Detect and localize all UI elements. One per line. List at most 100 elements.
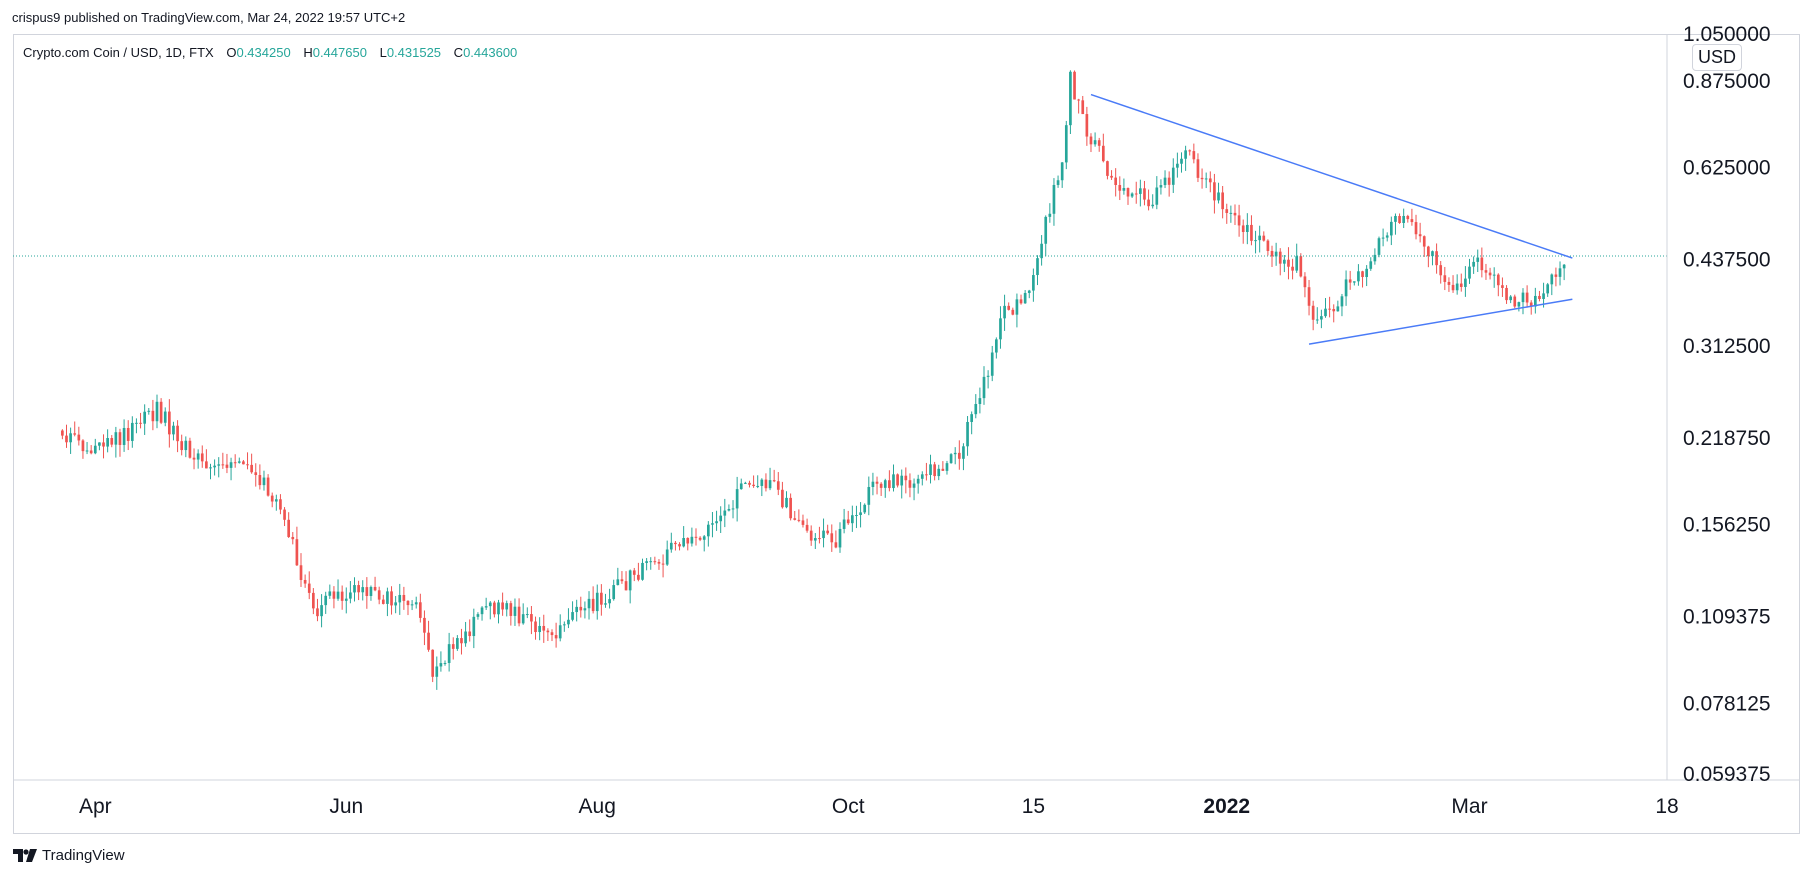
price-tick-label: 0.078125 (1683, 692, 1771, 715)
candle-body (118, 432, 122, 445)
candle (756, 475, 760, 489)
tradingview-logo[interactable]: TradingView (13, 847, 125, 864)
candle (682, 526, 685, 548)
candle (867, 476, 871, 516)
candle-body (307, 583, 311, 593)
candle-body (957, 452, 961, 459)
candle (1287, 247, 1290, 280)
candle-body (1505, 287, 1508, 301)
price-tick-label: 1.050000 (1683, 23, 1771, 46)
candle-body (1492, 274, 1496, 276)
candle-body (361, 587, 365, 593)
candle-body (151, 410, 155, 422)
candle (1435, 243, 1438, 274)
candle-body (130, 422, 134, 441)
candle (1056, 175, 1060, 188)
candle-body (846, 519, 850, 524)
candle (1151, 194, 1155, 209)
candle (85, 442, 89, 455)
candle-body (1377, 238, 1381, 255)
candle (879, 482, 883, 496)
candle (542, 614, 546, 643)
candle (1558, 261, 1562, 286)
candle (813, 533, 817, 549)
candle (270, 492, 274, 508)
candle (349, 581, 352, 604)
candle (365, 577, 369, 609)
candle-body (974, 404, 978, 415)
candle-body (176, 425, 179, 442)
candle-body (711, 523, 714, 525)
candle-body (328, 591, 332, 596)
candle (1011, 307, 1015, 316)
candle-body (632, 570, 636, 575)
close-value: 0.443600 (463, 45, 518, 60)
high-value: 0.447650 (312, 45, 367, 60)
candle-body (373, 586, 377, 591)
candle-body (1073, 71, 1076, 100)
candle (1032, 268, 1035, 302)
candle-body (1089, 136, 1093, 145)
candle-body (781, 489, 784, 508)
candle (686, 537, 690, 551)
candle (1439, 261, 1443, 284)
candle (1472, 256, 1475, 274)
candle-body (1447, 281, 1451, 285)
candle (320, 594, 323, 628)
candle-body (1237, 215, 1241, 226)
candle-body (1171, 167, 1175, 185)
candle-body (888, 480, 891, 489)
candle-body (69, 433, 72, 443)
candle-body (723, 510, 727, 516)
candle (916, 474, 920, 494)
candle (316, 598, 319, 622)
candle (641, 558, 644, 581)
candle-body (1176, 163, 1179, 168)
candle-body (1241, 225, 1245, 232)
price-tick-label: 0.218750 (1683, 427, 1771, 450)
candle-body (460, 638, 463, 644)
candle (357, 580, 360, 601)
candle-body (1254, 240, 1257, 242)
candle (451, 637, 455, 660)
candle-body (789, 497, 792, 519)
candle-body (818, 538, 821, 540)
candle (1200, 168, 1204, 189)
candle-body (715, 521, 718, 524)
price-tick-label: 0.312500 (1683, 335, 1771, 358)
candle-body (1233, 212, 1237, 216)
candle-body (1410, 219, 1414, 223)
candle (299, 553, 303, 587)
candle (266, 474, 270, 497)
candle (1336, 300, 1340, 312)
candle (1266, 239, 1270, 256)
candle-body (1192, 151, 1196, 160)
price-tick-label: 0.109375 (1683, 606, 1771, 629)
candle-body (879, 483, 883, 488)
candle-body (431, 649, 435, 677)
candle-body (1328, 308, 1331, 310)
candle (93, 438, 97, 455)
candle (176, 420, 179, 453)
candle-body (966, 421, 969, 447)
currency-badge[interactable]: USD (1692, 44, 1742, 71)
candle (616, 567, 620, 586)
candle (332, 586, 336, 609)
price-tick-label: 0.625000 (1683, 157, 1771, 180)
candle-body (221, 464, 225, 466)
candle (669, 532, 673, 553)
candle-body (81, 440, 85, 452)
price-tick-label: 0.156250 (1683, 514, 1771, 537)
candle-body (834, 542, 838, 548)
candle-body (525, 614, 529, 616)
candle (1468, 258, 1471, 284)
candle-body (1258, 235, 1262, 241)
candle-body (1398, 215, 1401, 223)
candle (739, 478, 743, 490)
candle (225, 453, 229, 474)
candle-body (896, 474, 899, 486)
candle-body (443, 662, 447, 664)
candle (295, 526, 299, 567)
candle (608, 588, 611, 609)
